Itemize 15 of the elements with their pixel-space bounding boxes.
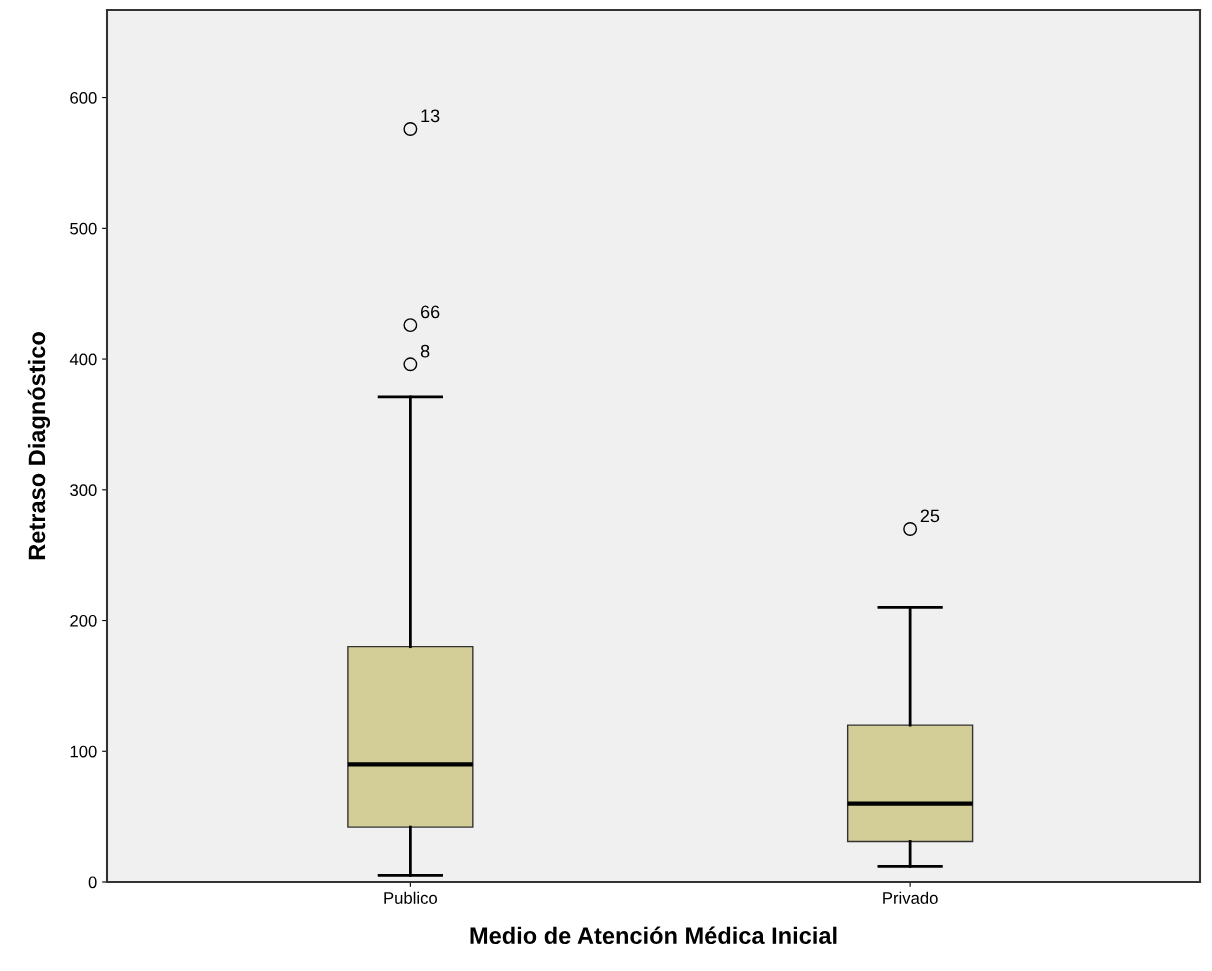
y-tick-label: 200 <box>70 614 97 627</box>
y-tick-label: 0 <box>88 876 97 889</box>
y-tick-label: 100 <box>70 745 97 758</box>
y-tick-label: 400 <box>69 353 97 366</box>
y-tick-label: 300 <box>70 484 97 496</box>
x-tick-label: Privado <box>883 891 938 904</box>
x-tick-label: Publico <box>384 891 437 904</box>
annotation: 8 <box>420 344 430 358</box>
annotation: 25 <box>920 509 940 523</box>
annotation: 66 <box>421 305 440 319</box>
y-tick-label: 500 <box>70 222 97 235</box>
annotation: 13 <box>421 109 440 123</box>
y-axis-title: Retraso Diagnóstico <box>27 332 51 560</box>
x-axis-title: Medio de Atención Médica Inicial <box>470 926 837 945</box>
y-tick-label: 600 <box>70 91 97 104</box>
